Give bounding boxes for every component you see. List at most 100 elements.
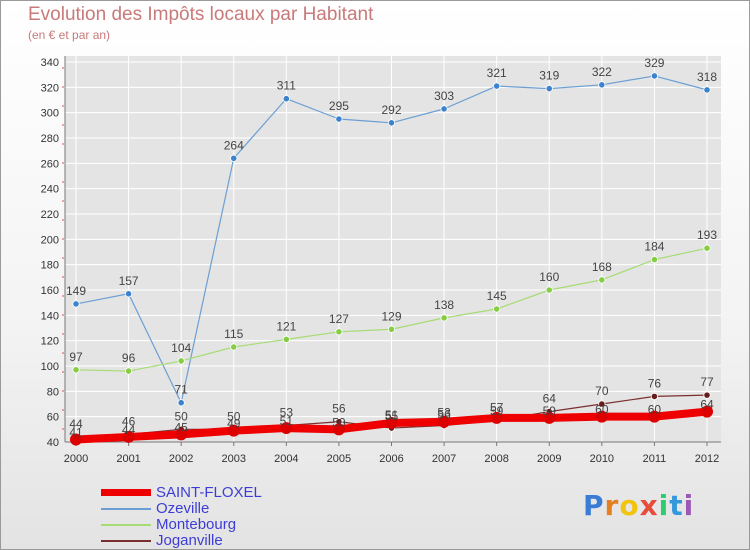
data-point-montebourg	[177, 357, 185, 365]
data-label-joganville: 50	[227, 409, 241, 423]
data-label-ozeville: 303	[434, 89, 454, 103]
data-point-saint-floxel	[385, 417, 398, 429]
x-tick-label: 2000	[64, 453, 88, 465]
data-point-montebourg	[440, 314, 448, 322]
data-label-montebourg: 129	[381, 309, 401, 323]
x-tick-label: 2003	[222, 453, 246, 465]
y-tick-label: 300	[41, 108, 59, 120]
x-tick-label: 2006	[379, 453, 403, 465]
data-point-ozeville	[493, 82, 501, 90]
legend-label: Montebourg	[156, 516, 237, 533]
data-point-joganville	[650, 392, 659, 400]
data-label-joganville: 53	[437, 406, 451, 420]
data-label-joganville: 56	[332, 402, 346, 416]
x-tick-label: 2001	[116, 453, 140, 465]
y-tick-label: 320	[41, 82, 59, 94]
data-point-ozeville	[124, 290, 133, 298]
data-point-saint-floxel	[438, 415, 451, 428]
data-point-saint-floxel	[543, 411, 556, 424]
data-point-saint-floxel	[122, 430, 135, 443]
y-tick-label: 140	[41, 310, 59, 322]
data-point-ozeville	[545, 85, 553, 93]
data-label-joganville: 76	[648, 376, 662, 390]
data-point-montebourg	[650, 256, 659, 264]
y-tick-label: 260	[41, 158, 59, 170]
x-tick-label: 2004	[274, 453, 298, 465]
data-point-ozeville	[282, 95, 290, 103]
data-label-montebourg: 96	[122, 351, 136, 365]
y-tick-label: 280	[41, 133, 59, 145]
data-label-saint-floxel: 49	[227, 417, 241, 431]
data-label-ozeville: 264	[224, 138, 244, 152]
data-label-joganville: 57	[490, 400, 504, 414]
legend-label: Ozeville	[156, 500, 210, 517]
x-tick-label: 2005	[327, 453, 351, 465]
x-tick-label: 2002	[169, 453, 193, 465]
data-point-joganville	[703, 391, 711, 399]
data-label-joganville: 70	[595, 384, 609, 398]
data-label-montebourg: 193	[697, 228, 717, 242]
logo-letter: x	[639, 489, 659, 522]
data-point-saint-floxel	[175, 428, 188, 441]
data-point-montebourg	[545, 286, 553, 294]
data-label-montebourg: 97	[69, 350, 83, 364]
data-point-saint-floxel	[648, 410, 661, 423]
data-point-ozeville	[177, 399, 185, 407]
data-point-ozeville	[598, 81, 606, 89]
data-point-saint-floxel	[701, 405, 713, 418]
legend-label: SAINT-FLOXEL	[156, 484, 262, 501]
data-label-saint-floxel: 64	[700, 398, 714, 412]
chart-subtitle: (en € et par an)	[28, 28, 111, 42]
data-point-saint-floxel	[332, 423, 345, 436]
data-label-montebourg: 160	[539, 270, 559, 284]
data-point-ozeville	[703, 86, 711, 94]
data-label-ozeville: 318	[697, 70, 717, 84]
logo-letter: t	[669, 489, 684, 522]
data-label-saint-floxel: 60	[648, 403, 662, 417]
data-point-montebourg	[703, 244, 711, 252]
data-label-montebourg: 104	[171, 341, 191, 355]
data-label-saint-floxel: 45	[174, 420, 188, 434]
data-point-montebourg	[598, 276, 606, 284]
data-label-saint-floxel: 55	[385, 409, 399, 423]
data-label-montebourg: 168	[592, 260, 612, 274]
data-label-saint-floxel: 41	[69, 425, 83, 439]
y-tick-label: 180	[41, 260, 59, 272]
data-point-saint-floxel	[280, 422, 293, 435]
data-label-saint-floxel: 56	[437, 408, 451, 422]
data-point-montebourg	[493, 305, 501, 313]
data-label-ozeville: 319	[539, 69, 559, 83]
logo-letter: i	[683, 489, 695, 522]
logo-letter: o	[619, 489, 640, 522]
data-point-joganville	[598, 400, 606, 408]
legend-swatch	[101, 489, 151, 496]
chart-title: Evolution des Impôts locaux par Habitant	[28, 4, 374, 25]
proxiti-logo[interactable]: Proxiti	[583, 489, 694, 522]
data-point-ozeville	[440, 105, 448, 113]
data-point-ozeville	[72, 300, 80, 308]
y-tick-label: 220	[41, 209, 59, 221]
data-point-saint-floxel	[70, 433, 82, 446]
data-label-montebourg: 138	[434, 298, 454, 312]
legend-swatch	[101, 508, 151, 510]
data-label-saint-floxel: 44	[122, 423, 136, 437]
data-label-joganville: 50	[174, 409, 188, 423]
data-label-ozeville: 71	[174, 383, 188, 397]
data-point-montebourg	[282, 335, 290, 343]
legend-label: Joganville	[156, 532, 223, 549]
data-label-ozeville: 149	[66, 284, 86, 298]
data-label-joganville: 53	[280, 406, 294, 420]
x-tick-label: 2010	[590, 453, 614, 465]
data-point-ozeville	[335, 115, 343, 123]
data-label-saint-floxel: 50	[332, 415, 346, 429]
y-tick-label: 200	[41, 234, 59, 246]
data-label-joganville: 46	[122, 414, 136, 428]
data-point-saint-floxel	[595, 410, 608, 423]
legend-swatch	[101, 540, 151, 542]
data-label-joganville: 64	[543, 392, 557, 406]
data-label-ozeville: 321	[487, 66, 507, 80]
data-label-saint-floxel: 59	[490, 404, 504, 418]
data-label-joganville: 51	[385, 408, 399, 422]
